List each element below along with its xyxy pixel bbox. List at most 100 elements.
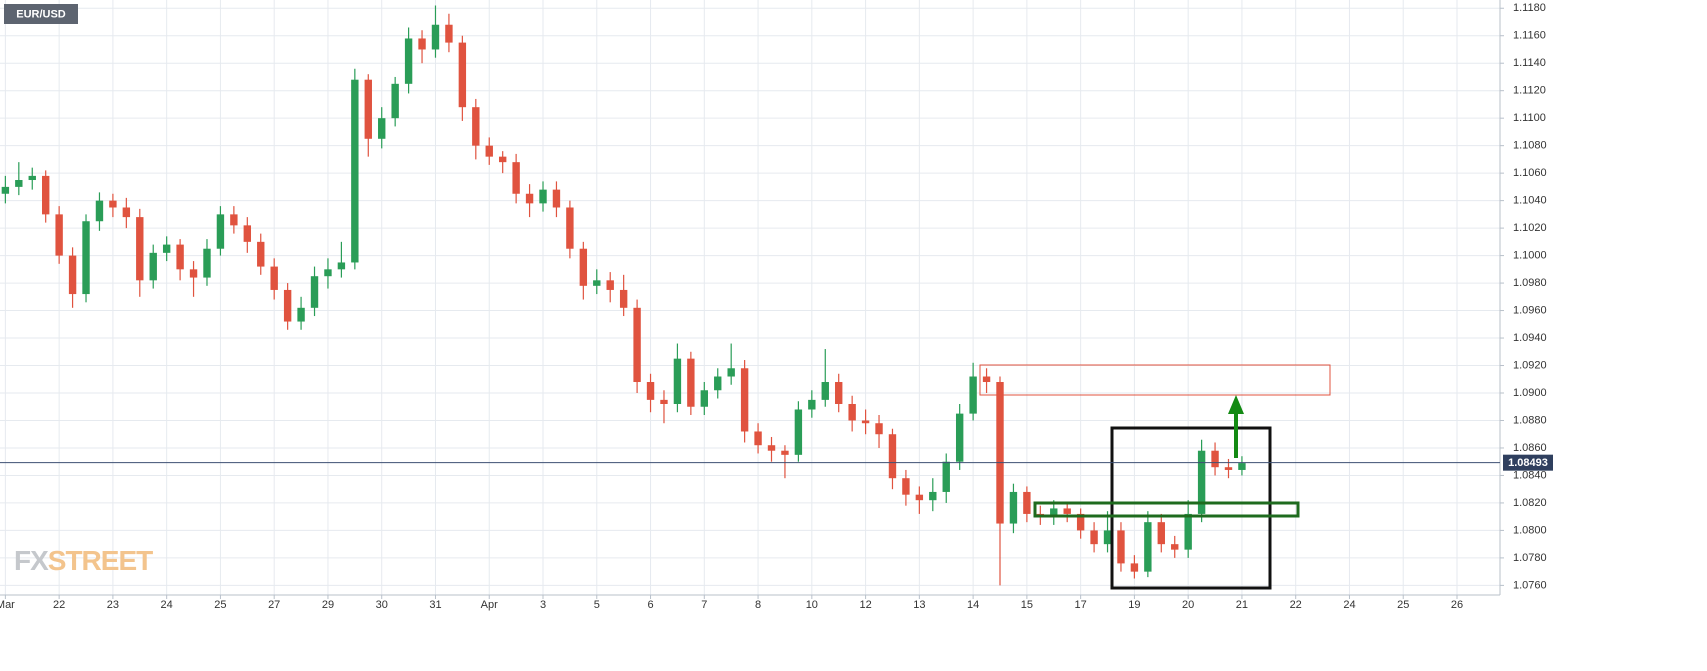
x-tick-label: 20 <box>1182 599 1194 611</box>
x-tick-label: Apr <box>481 599 498 611</box>
candle-body <box>606 280 614 290</box>
candle-body <box>203 248 211 278</box>
y-tick-label: 1.0940 <box>1513 332 1547 344</box>
candle-body <box>431 24 440 50</box>
candle-body <box>1238 463 1246 470</box>
candle-body <box>136 217 144 281</box>
x-tick-label: 22 <box>53 599 65 611</box>
y-tick-label: 1.0900 <box>1513 387 1547 399</box>
candle-body <box>660 399 668 404</box>
candle-body <box>28 175 36 181</box>
x-tick-label: 7 <box>701 599 707 611</box>
x-tick-label: 21 <box>1236 599 1248 611</box>
candle-body <box>1 186 10 194</box>
candle-body <box>15 180 23 187</box>
candle-body <box>821 382 829 400</box>
candle-body <box>727 368 735 377</box>
title-badge <box>4 4 78 24</box>
candle-body <box>391 83 399 119</box>
candle-body <box>445 24 453 43</box>
x-tick-label: 13 <box>913 599 925 611</box>
last-price-badge <box>1503 454 1553 471</box>
candle-body <box>270 266 278 290</box>
candle-body <box>1144 522 1152 572</box>
candle-body <box>1076 513 1085 531</box>
candle-body <box>955 413 964 462</box>
y-tick-label: 1.0840 <box>1513 469 1547 481</box>
x-tick-label: 25 <box>214 599 226 611</box>
range-box <box>1110 426 1272 590</box>
candle-body <box>740 368 749 432</box>
candle-body <box>996 382 1004 524</box>
candle-body <box>700 390 708 407</box>
candle-body <box>619 289 628 308</box>
candle-body <box>1009 491 1018 524</box>
candle-body <box>687 358 695 407</box>
candle-body <box>808 399 816 410</box>
candle-body <box>1090 530 1098 545</box>
y-tick-label: 1.1080 <box>1513 140 1547 152</box>
y-tick-label: 1.1140 <box>1513 57 1546 69</box>
candle-body <box>1184 513 1192 550</box>
candle-body <box>633 307 641 383</box>
candle-body <box>55 214 63 256</box>
candle-body <box>888 434 897 479</box>
candle-body <box>1157 522 1165 545</box>
x-tick-label: 5 <box>594 599 600 611</box>
target-arrow-head <box>1228 395 1244 414</box>
y-tick-label: 1.1040 <box>1513 195 1547 207</box>
candle-body <box>230 214 238 226</box>
grid <box>0 0 1500 595</box>
candle-body <box>512 162 520 194</box>
candle-body <box>673 358 682 404</box>
candle-body <box>767 445 776 451</box>
logo-right: STREET <box>48 545 153 576</box>
candle-body <box>982 376 991 383</box>
y-tick-label: 1.1000 <box>1513 249 1547 261</box>
x-tick-label: 22 <box>1290 599 1302 611</box>
last-price-label: 1.08493 <box>1508 457 1548 469</box>
candle-body <box>472 107 480 146</box>
candle-body <box>915 494 924 501</box>
candle-body <box>95 200 104 222</box>
candle-body <box>593 280 601 286</box>
y-tick-label: 1.1180 <box>1513 2 1546 14</box>
candle-body <box>1050 508 1058 517</box>
x-tick-label: 6 <box>647 599 653 611</box>
candle-body <box>176 244 184 270</box>
y-tick-label: 1.1120 <box>1513 85 1546 97</box>
candle-body <box>1023 491 1031 514</box>
candle-body <box>162 244 171 253</box>
resistance-zone <box>979 364 1331 396</box>
y-tick-label: 1.0820 <box>1513 497 1547 509</box>
candle-body <box>485 145 493 157</box>
candle-body <box>364 79 372 139</box>
x-tick-label: 31 <box>429 599 441 611</box>
candle-body <box>297 307 305 322</box>
x-tick-label: 12 <box>859 599 871 611</box>
candle-body <box>566 207 574 249</box>
candle-body <box>714 376 722 391</box>
y-tick-label: 1.1060 <box>1513 167 1547 179</box>
candle-body <box>1224 467 1233 470</box>
candles <box>1 5 1246 586</box>
y-tick-label: 1.0880 <box>1513 414 1547 426</box>
candle-body <box>861 420 870 424</box>
candle-body <box>498 156 507 163</box>
candle-body <box>1117 530 1125 564</box>
candle-body <box>794 409 803 455</box>
candle-body <box>458 42 467 108</box>
candle-body <box>525 193 534 204</box>
candle-body <box>754 431 762 446</box>
x-tick-label: 15 <box>1021 599 1033 611</box>
candle-body <box>1211 450 1219 468</box>
x-tick-label: 14 <box>967 599 979 611</box>
y-tick-label: 1.0780 <box>1513 552 1547 564</box>
y-tick-label: 1.0980 <box>1513 277 1547 289</box>
chart-title: EUR/USD <box>16 8 66 20</box>
candle-body <box>835 382 843 404</box>
candle-body <box>82 221 90 295</box>
candle-body <box>189 269 198 278</box>
